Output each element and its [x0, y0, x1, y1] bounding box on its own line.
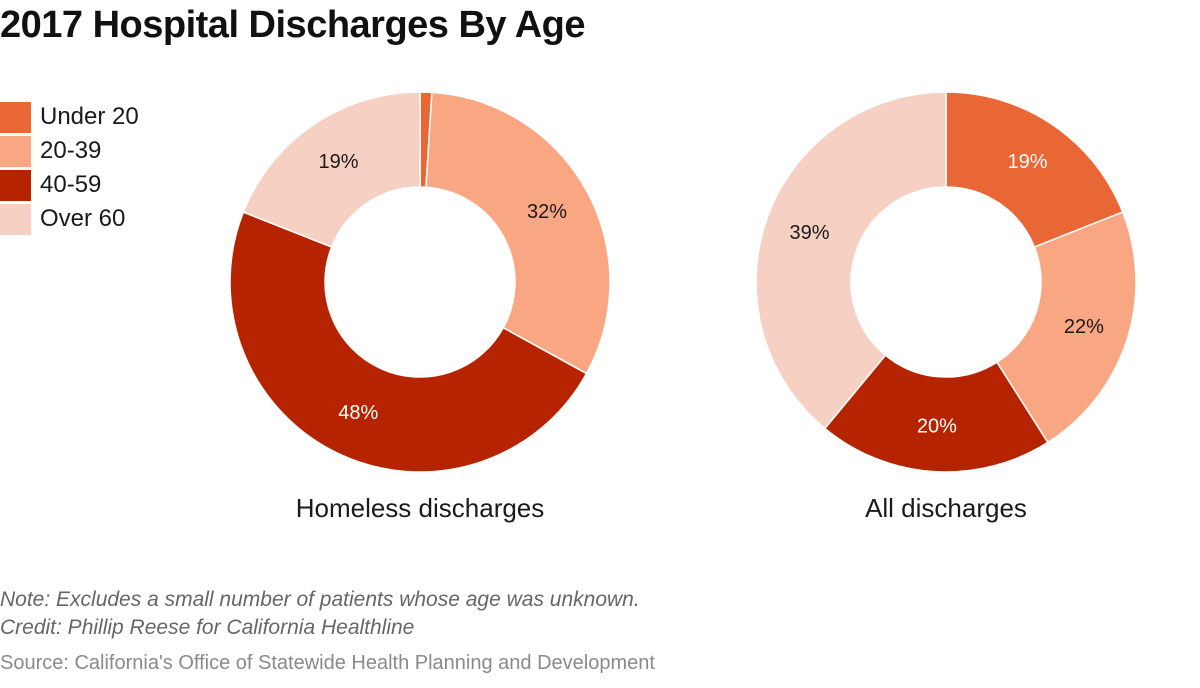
all-discharges-label-40-59: 20%: [917, 416, 957, 438]
legend-swatch-over-60: [0, 203, 31, 235]
chart-title: 2017 Hospital Discharges By Age: [0, 4, 586, 46]
all-discharges-slice-20-39: [995, 211, 1137, 444]
legend-item-over-60: Over 60: [0, 202, 139, 236]
all-discharges-label-under-20: 19%: [1007, 151, 1047, 173]
legend-swatch-20-39: [0, 135, 31, 167]
donut-charts: 32% 48% 19% Homeless discharges 19% 22% 20% 39%…: [229, 91, 1137, 523]
all-discharges-caption: All discharges: [865, 493, 1027, 523]
homeless-discharges-slice-20-39: [425, 91, 611, 375]
legend-label-over-60: Over 60: [40, 205, 126, 232]
legend-item-20-39: 20-39: [0, 134, 139, 168]
homeless-discharges-caption: Homeless discharges: [296, 493, 545, 523]
legend-label-20-39: 20-39: [40, 137, 102, 164]
legend-swatch-under-20: [0, 101, 31, 133]
homeless-discharges-slice-40-59: [229, 211, 588, 473]
homeless-discharges-label-40-59: 48%: [338, 402, 378, 424]
legend-label-40-59: 40-59: [40, 171, 102, 198]
footer-source: Source: California's Office of Statewide…: [0, 652, 655, 674]
legend: Under 20 20-39 40-59 Over 60: [0, 100, 139, 236]
all-discharges-label-over-60: 39%: [790, 222, 830, 244]
legend-item-under-20: Under 20: [0, 100, 139, 134]
homeless-discharges-label-20-39: 32%: [527, 201, 567, 223]
footer-note: Note: Excludes a small number of patient…: [0, 588, 640, 611]
all-discharges-slice-40-59: [823, 354, 1049, 473]
footer-credit: Credit: Phillip Reese for California Hea…: [0, 616, 415, 639]
homeless-discharges-slice-over-60: [242, 91, 421, 249]
legend-item-40-59: 40-59: [0, 168, 139, 202]
homeless-discharges-label-over-60: 19%: [318, 151, 358, 173]
all-discharges-slice-under-20: [945, 91, 1124, 249]
legend-label-under-20: Under 20: [40, 103, 139, 130]
legend-swatch-40-59: [0, 169, 31, 201]
all-discharges-slice-over-60: [755, 91, 947, 430]
all-discharges-label-20-39: 22%: [1064, 316, 1104, 338]
